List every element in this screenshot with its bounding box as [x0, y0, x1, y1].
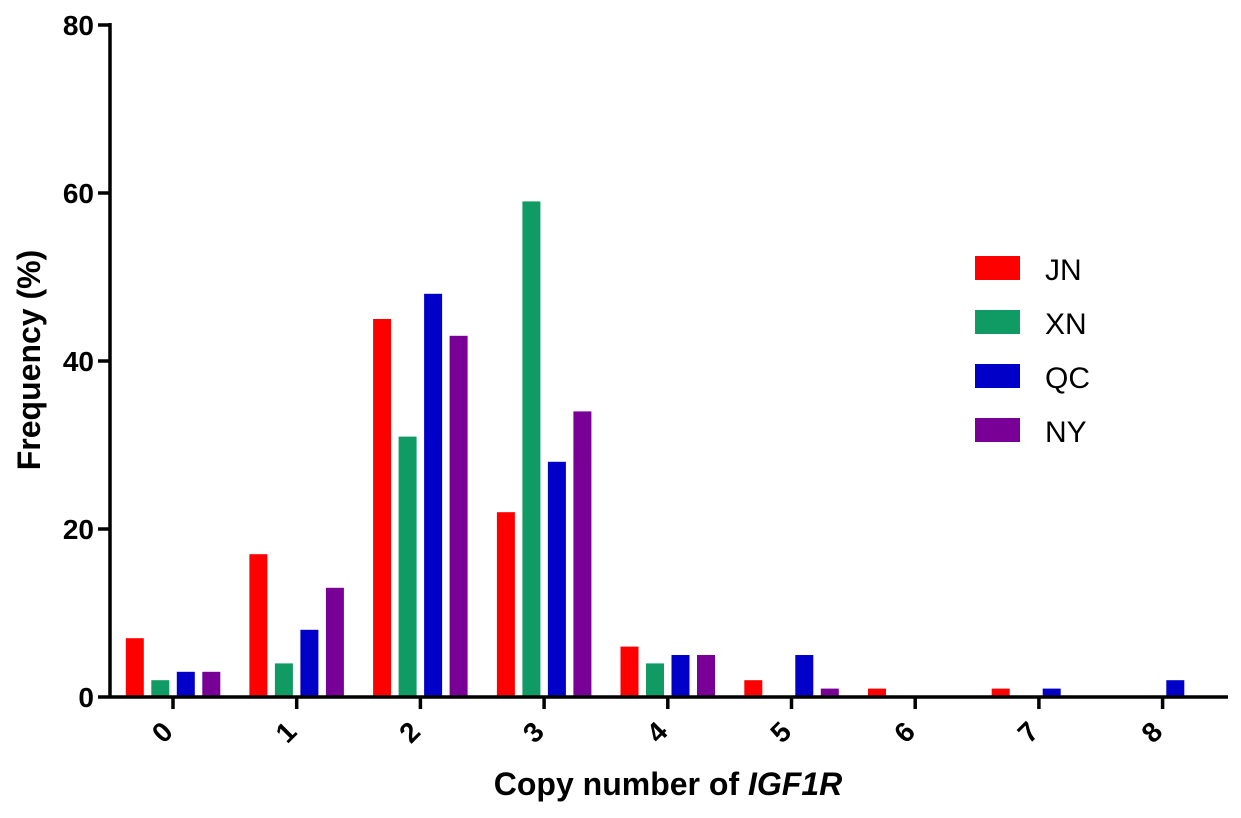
legend-swatch-jn — [975, 256, 1020, 280]
x-tick-label-4: 4 — [641, 716, 674, 749]
x-tick-label-7: 7 — [1012, 716, 1045, 749]
legend-label-ny: NY — [1045, 416, 1087, 449]
x-tick-label-6: 6 — [888, 716, 921, 749]
bar-ny-3 — [573, 411, 592, 697]
bar-ny-2 — [449, 335, 468, 697]
x-tick-label-2: 2 — [393, 716, 426, 749]
bar-qc-7 — [1042, 688, 1061, 697]
bar-qc-5 — [795, 655, 814, 697]
bar-xn-1 — [274, 663, 293, 697]
y-tick-label-20: 20 — [63, 514, 94, 545]
legend-label-xn: XN — [1045, 308, 1087, 341]
legend: JN XN QC NY — [975, 254, 1090, 449]
bar-xn-3 — [522, 201, 541, 697]
x-axis-title-prefix: Copy number of — [494, 766, 748, 802]
bar-jn-5 — [744, 680, 763, 697]
x-tick-label-1: 1 — [270, 716, 303, 749]
bars-layer — [125, 201, 1185, 697]
bar-jn-4 — [620, 646, 639, 697]
bar-jn-3 — [496, 512, 515, 697]
x-axis-title: Copy number of IGF1R — [494, 766, 842, 802]
legend-swatch-qc — [975, 364, 1020, 388]
x-axis-title-gene: IGF1R — [748, 766, 842, 802]
bar-jn-2 — [373, 319, 392, 697]
bar-qc-8 — [1166, 680, 1185, 697]
y-tick-label-60: 60 — [63, 178, 94, 209]
bar-ny-4 — [697, 655, 715, 697]
bar-qc-4 — [671, 655, 690, 697]
bar-qc-1 — [300, 629, 319, 697]
x-tick-label-5: 5 — [764, 716, 797, 749]
bar-xn-4 — [646, 663, 664, 697]
y-tick-label-40: 40 — [63, 346, 94, 377]
bar-qc-3 — [547, 461, 566, 697]
bar-ny-0 — [202, 671, 221, 697]
x-tick-label-0: 0 — [146, 716, 179, 749]
bar-jn-0 — [125, 638, 144, 697]
y-tick-label-80: 80 — [63, 10, 94, 41]
bar-qc-2 — [424, 293, 443, 697]
bar-xn-0 — [151, 680, 170, 697]
legend-label-qc: QC — [1045, 362, 1090, 395]
y-tick-label-0: 0 — [78, 682, 94, 713]
bar-xn-2 — [398, 436, 417, 697]
y-axis-title: Frequency (%) — [11, 250, 47, 470]
axes-layer — [108, 23, 1228, 699]
bar-ny-5 — [820, 688, 839, 697]
x-tick-label-8: 8 — [1135, 716, 1168, 749]
bar-jn-1 — [249, 554, 268, 697]
legend-label-jn: JN — [1045, 254, 1082, 287]
legend-swatch-ny — [975, 418, 1020, 442]
legend-swatch-xn — [975, 310, 1020, 334]
bar-jn-7 — [991, 688, 1010, 697]
x-tick-label-3: 3 — [517, 716, 550, 749]
bar-jn-6 — [868, 688, 886, 697]
bar-ny-1 — [325, 587, 344, 697]
bar-qc-0 — [176, 671, 195, 697]
